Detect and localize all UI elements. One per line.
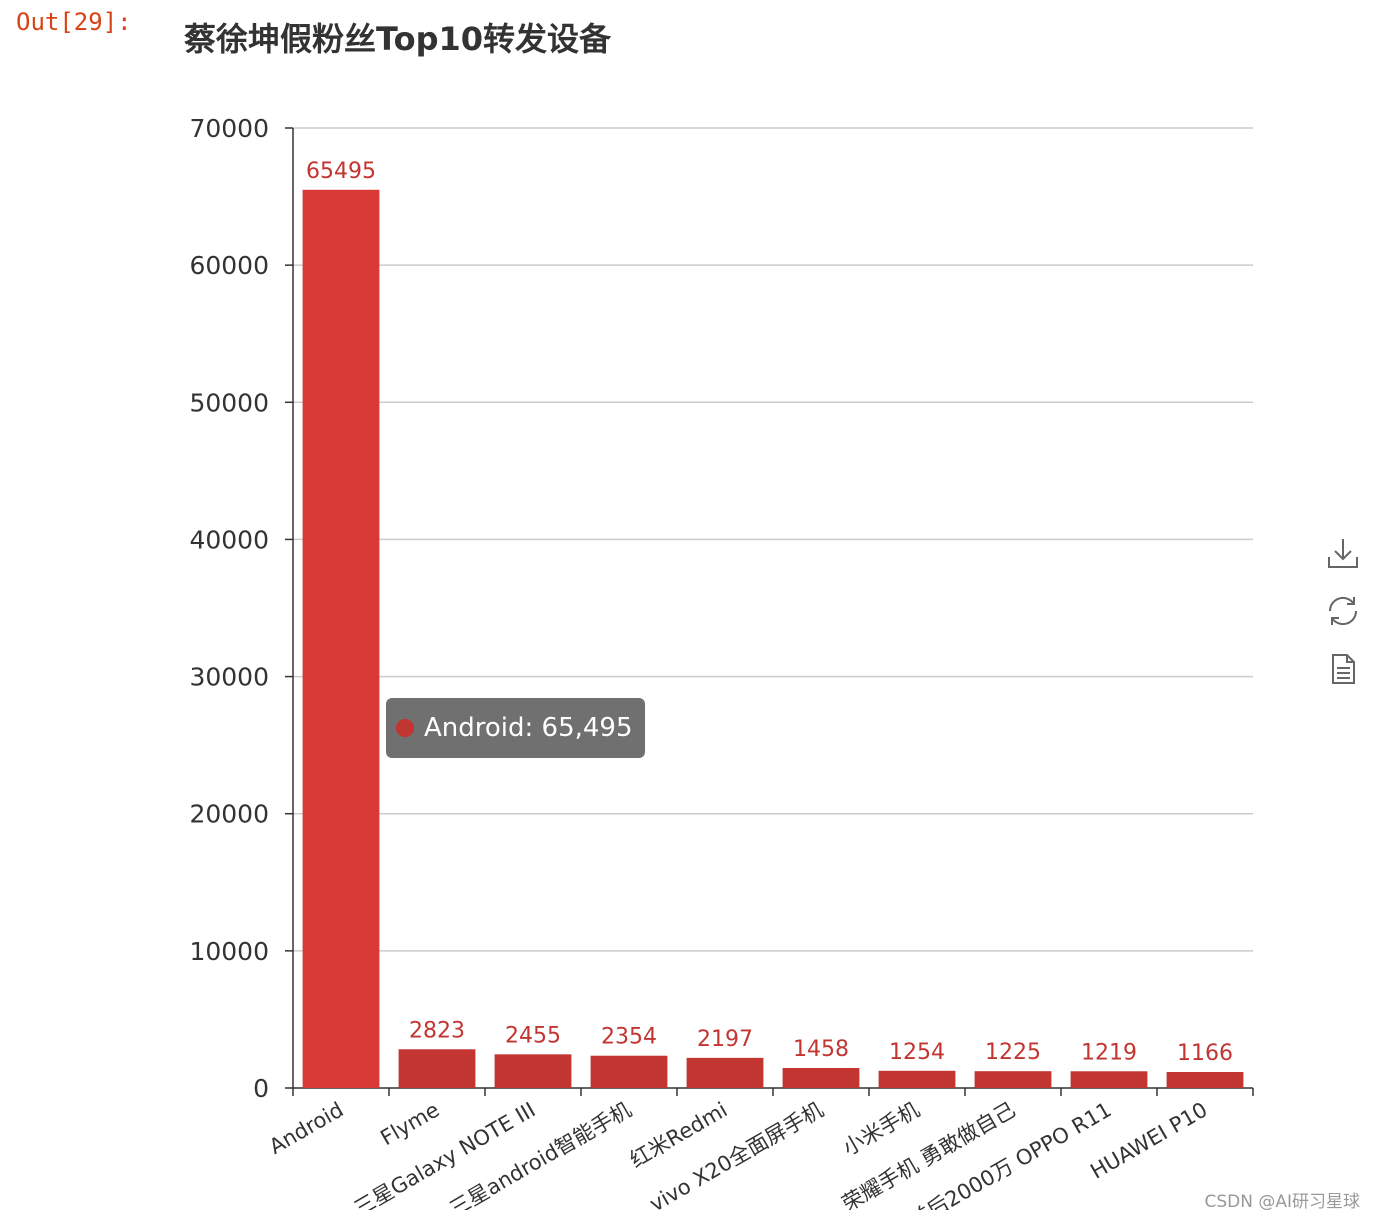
bar-0[interactable] — [302, 189, 380, 1089]
toolbox — [1326, 536, 1360, 710]
x-tick-label: 小米手机 — [839, 1098, 924, 1161]
y-tick-label: 50000 — [189, 388, 269, 417]
bar-value-label: 1166 — [1177, 1041, 1233, 1066]
y-tick-label: 70000 — [189, 114, 269, 143]
bar-1[interactable] — [398, 1049, 476, 1088]
tooltip-marker-icon — [396, 719, 414, 737]
bar-value-label: 1225 — [985, 1040, 1041, 1065]
bar-4[interactable] — [686, 1057, 764, 1088]
bar-value-label: 1458 — [793, 1037, 849, 1062]
gridlines — [293, 127, 1253, 952]
data-view-icon[interactable] — [1326, 652, 1360, 686]
tooltip: Android: 65,495 — [386, 698, 645, 758]
bar-value-label: 2354 — [601, 1025, 657, 1050]
bar-2[interactable] — [494, 1054, 572, 1088]
y-tick-label: 20000 — [189, 800, 269, 829]
y-tick-label: 40000 — [189, 525, 269, 554]
y-tick-label: 0 — [253, 1074, 269, 1103]
refresh-icon[interactable] — [1326, 594, 1360, 628]
watermark: CSDN @AI研习星球 — [1204, 1192, 1360, 1212]
x-tick-label: 三星android智能手机 — [445, 1098, 635, 1220]
bar-8[interactable] — [1070, 1071, 1148, 1088]
bars — [302, 189, 1244, 1089]
bar-value-label: 2197 — [697, 1027, 753, 1052]
y-tick-label: 60000 — [189, 251, 269, 280]
output-prompt: Out[29]: — [16, 8, 132, 36]
bar-value-label: 2455 — [505, 1023, 561, 1048]
chart-title: 蔡徐坤假粉丝Top10转发设备 — [184, 20, 612, 58]
y-tick-label: 30000 — [189, 663, 269, 692]
download-icon[interactable] — [1326, 536, 1360, 570]
x-axis — [292, 1087, 1254, 1096]
bar-value-label: 2823 — [409, 1018, 465, 1043]
bar-6[interactable] — [878, 1070, 956, 1088]
bar-labels: 65495 2823 2455 2354 2197 1458 1254 1225 1219 116… — [306, 159, 1233, 1066]
x-tick-label: Flyme — [376, 1098, 443, 1151]
bar-7[interactable] — [974, 1071, 1052, 1088]
x-tick-label: 三星Galaxy NOTE III — [350, 1098, 540, 1220]
bar-9[interactable] — [1166, 1072, 1244, 1088]
x-tick-label: Android — [265, 1098, 347, 1159]
bar-5[interactable] — [782, 1068, 860, 1088]
y-tick-label: 10000 — [189, 937, 269, 966]
bar-value-label: 65495 — [306, 159, 376, 184]
bar-value-label: 1219 — [1081, 1040, 1137, 1065]
x-tick-label: vivo X20全面屏手机 — [645, 1098, 827, 1217]
bar-value-label: 1254 — [889, 1040, 945, 1065]
bar-3[interactable] — [590, 1055, 668, 1088]
y-axis: 0 10000 20000 30000 40000 50000 60000 70000 — [189, 114, 294, 1103]
tooltip-text: Android: 65,495 — [424, 713, 633, 743]
